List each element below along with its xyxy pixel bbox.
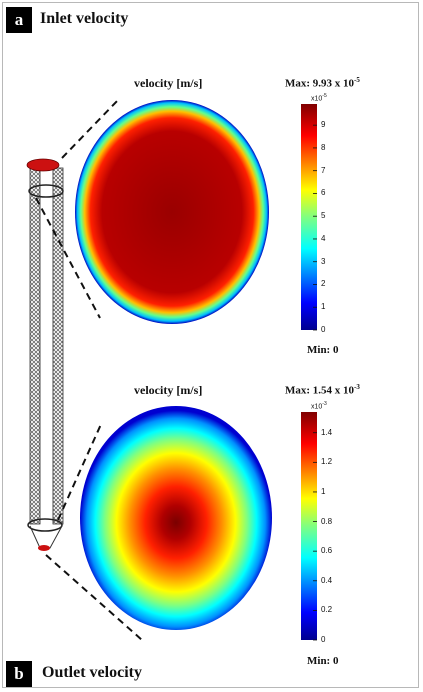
panel-a-tick-label: 9 <box>321 120 326 130</box>
panel-a-tick-label: 4 <box>321 233 326 243</box>
panel-b-exp-base: x10 <box>311 403 323 411</box>
panel-b-tick-label: 0.6 <box>321 546 333 556</box>
panel-a-tick-label: 6 <box>321 188 326 198</box>
outlet-ring <box>27 518 63 532</box>
inlet-colorbar <box>301 104 317 330</box>
panel-a-tick-label: 7 <box>321 165 326 175</box>
figure-frame <box>2 2 419 688</box>
panel-a-tick-label: 3 <box>321 256 326 266</box>
zoom-leader-lines <box>35 97 143 641</box>
panel-b-max-exp: -3 <box>354 383 360 391</box>
inlet-leader-top <box>61 97 121 159</box>
panel-b-tick-label: 0 <box>321 635 326 644</box>
inlet-cap <box>26 158 60 172</box>
tube-wall-left <box>29 167 41 525</box>
outlet-velocity-contour <box>80 406 272 630</box>
panel-a-exp-power: -5 <box>322 93 327 99</box>
outlet-colorbar <box>301 412 317 640</box>
panel-b-tick-label: 0.8 <box>321 516 333 526</box>
panel-a-tick-label: 8 <box>321 142 326 152</box>
panel-b-title: Outlet velocity <box>42 664 142 681</box>
panel-a-min-label: Min: 0 <box>307 344 339 356</box>
panel-b-tick-label: 0.2 <box>321 605 333 615</box>
panel-b-letter: b <box>6 661 32 687</box>
inlet-leader-bottom <box>35 197 101 319</box>
inlet-ring <box>28 184 64 198</box>
panel-b-max-prefix: Max: 1.54 x 10 <box>285 384 355 397</box>
panel-a-letter: a <box>6 7 32 33</box>
outlet-cap <box>38 545 50 551</box>
outlet-leader-bottom <box>45 554 143 641</box>
panel-a-tick-label: 5 <box>321 211 326 221</box>
panel-b-tick-label: 1.4 <box>321 427 333 437</box>
inlet-velocity-contour <box>75 100 269 324</box>
panel-b-max-label: Max: 1.54 x 10-3 <box>285 383 360 397</box>
panel-b-colorbar-exponent: x10-3 <box>311 401 327 410</box>
panel-a-tick-label: 1 <box>321 302 326 312</box>
panel-b-plot-title: velocity [m/s] <box>134 383 203 397</box>
tube-column <box>26 158 64 551</box>
panel-a-tick-label: 2 <box>321 279 326 289</box>
panel-a-title: Inlet velocity <box>40 10 129 27</box>
panel-a-exp-base: x10 <box>311 95 323 103</box>
panel-b-exp-power: -3 <box>322 401 327 407</box>
outlet-leader-top <box>57 421 103 521</box>
panel-b-min-label: Min: 0 <box>307 655 339 667</box>
panel-b-tick-label: 0.4 <box>321 575 333 585</box>
panel-b-tick-label: 1.2 <box>321 457 333 467</box>
panel-a-colorbar-exponent: x10-5 <box>311 93 327 102</box>
panel-a-max-exp: -5 <box>354 76 360 84</box>
panel-b-tick-label: 1 <box>321 486 326 496</box>
panel-a-tick-label: 0 <box>321 325 326 334</box>
panel-a-max-label: Max: 9.93 x 10-5 <box>285 76 360 90</box>
panel-a-max-prefix: Max: 9.93 x 10 <box>285 77 355 90</box>
panel-a-plot-title: velocity [m/s] <box>134 76 203 90</box>
tube-wall-right <box>52 167 64 525</box>
